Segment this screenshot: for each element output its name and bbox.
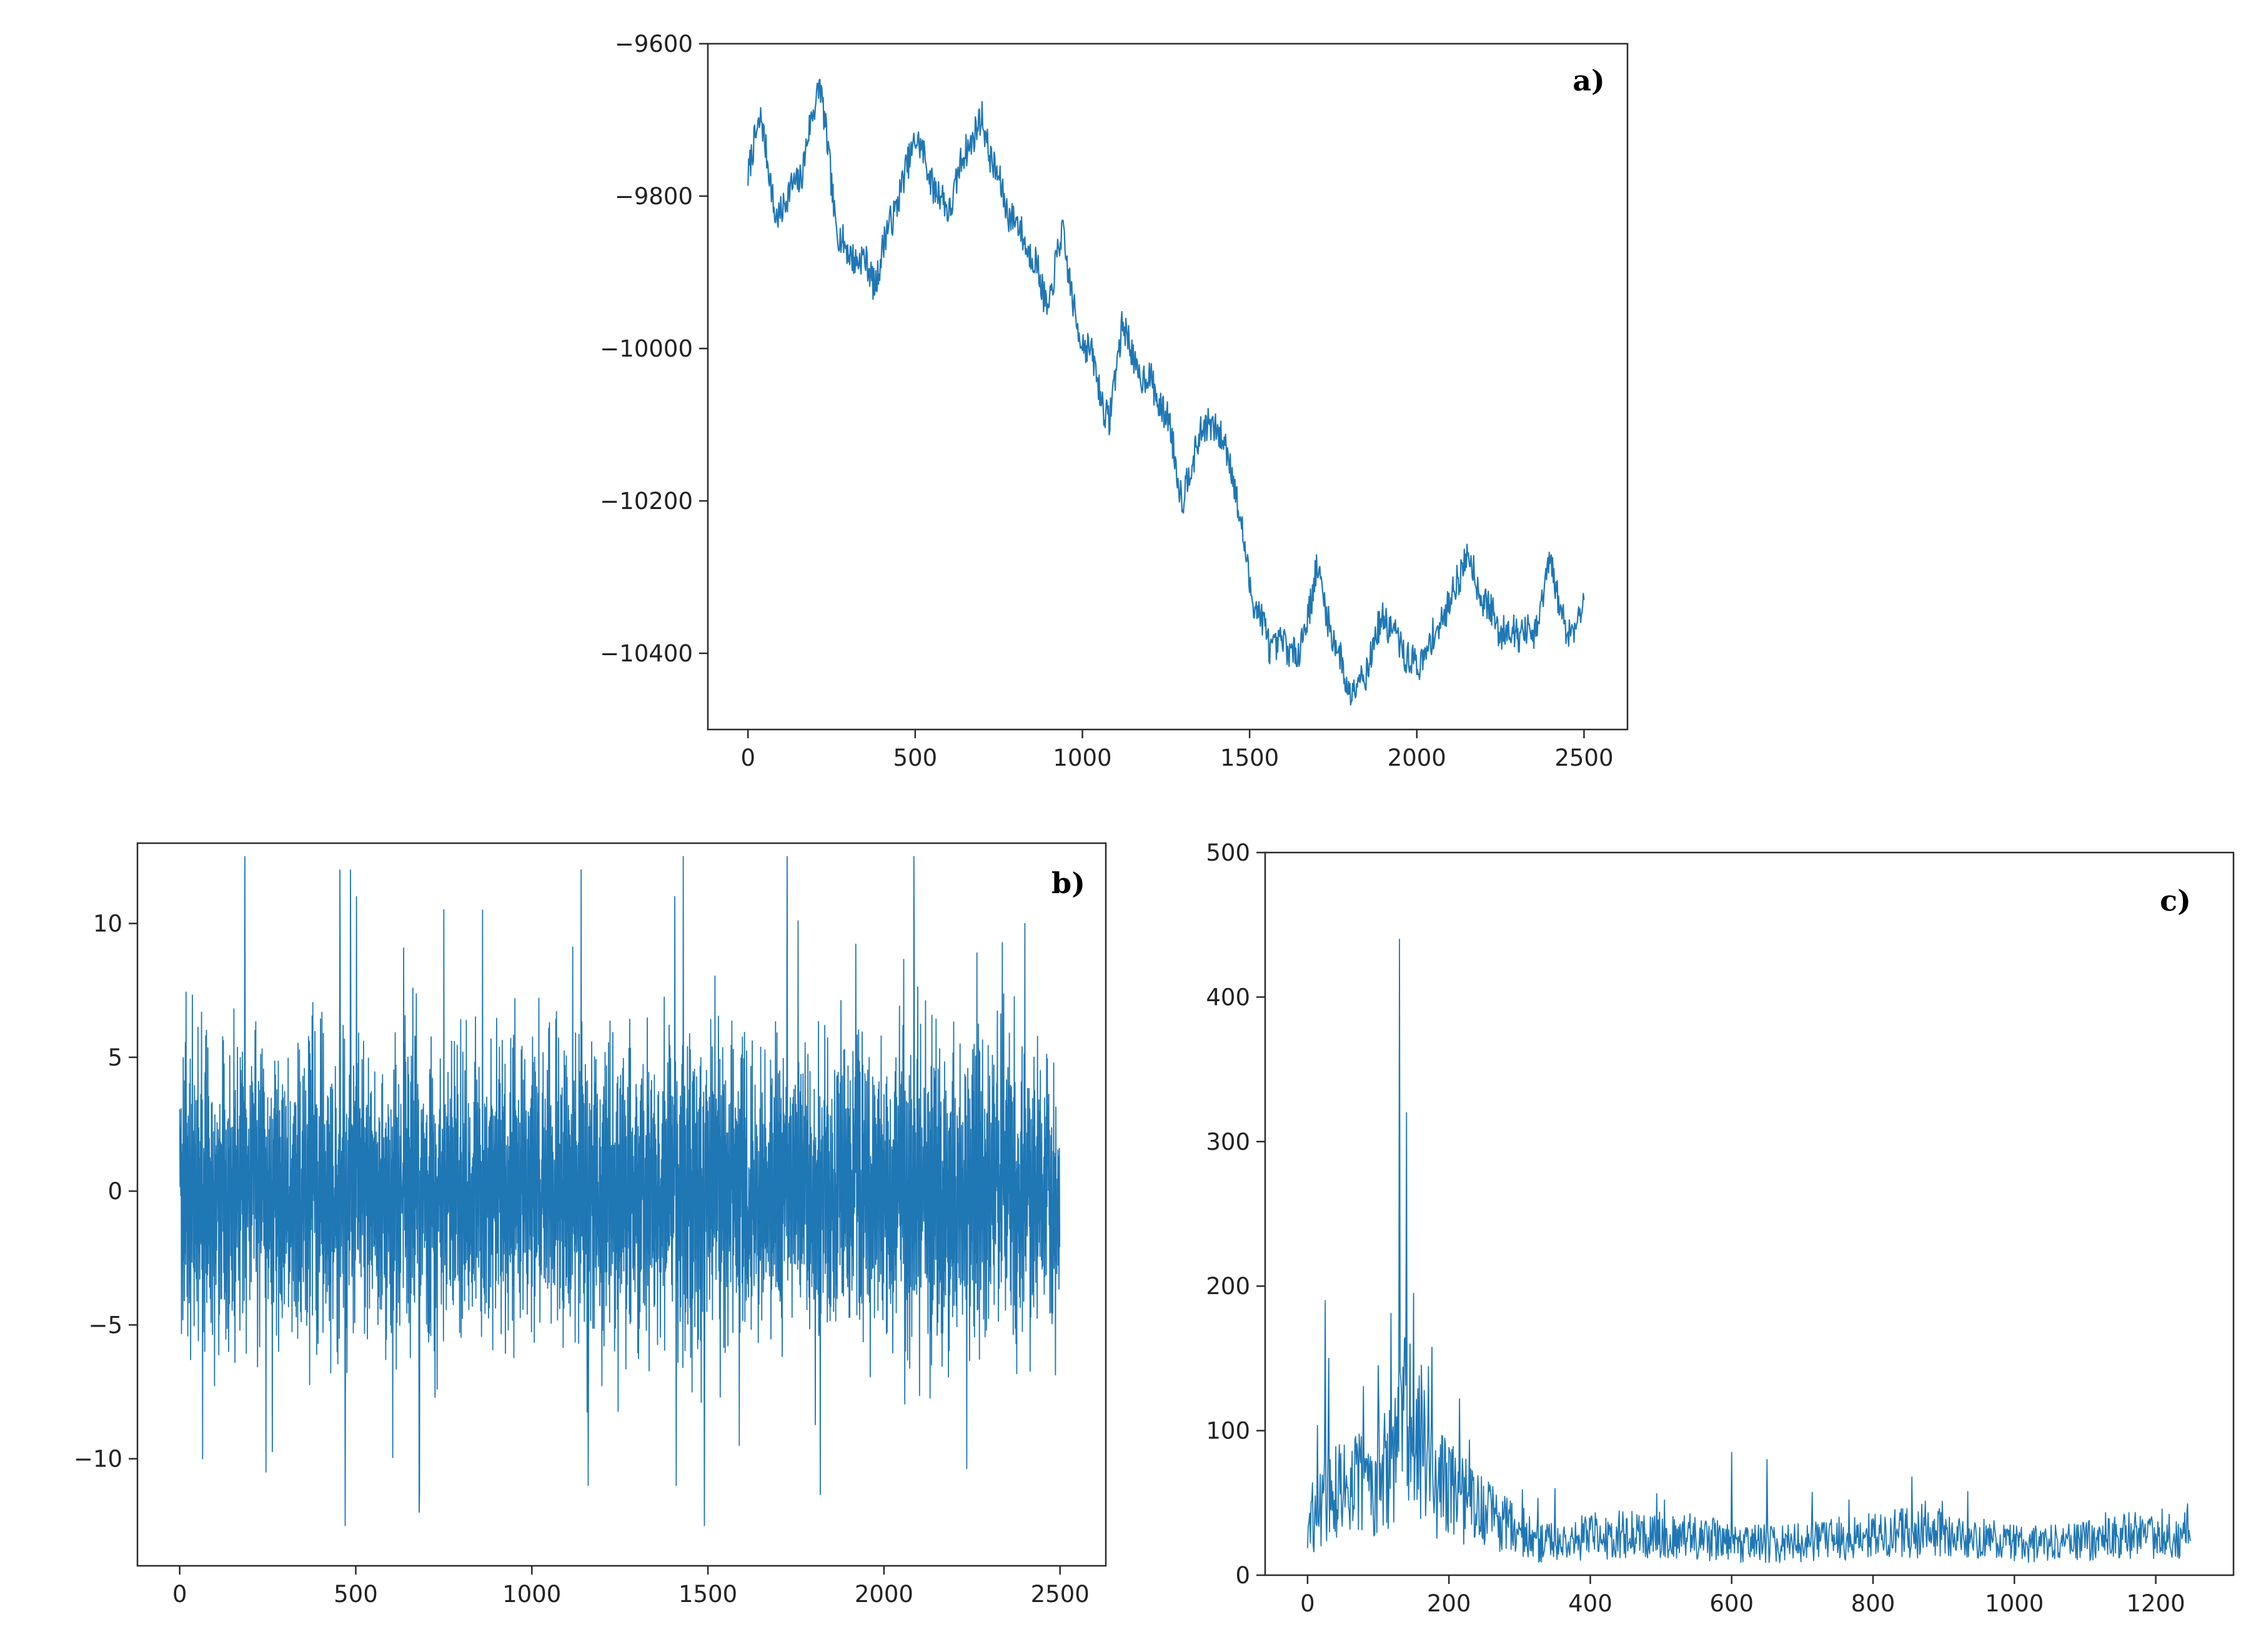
x-tick-label: 2500 [1554,744,1613,771]
y-tick-label: −10200 [600,488,693,515]
panel-label: c) [2160,884,2191,918]
plot-frame [1264,851,2235,1576]
x-tick-label: 2000 [1388,744,1446,771]
x-tick-label: 500 [334,1581,378,1608]
y-tick-label: −10400 [600,640,693,667]
plot-frame [136,842,1107,1567]
y-tick-label: −10 [74,1446,122,1473]
x-tick-label: 1000 [1053,744,1111,771]
x-tick-label: 0 [740,744,755,771]
series-line [179,856,1061,1526]
y-tick-label: −5 [88,1312,122,1338]
x-tick-label: 800 [1851,1590,1896,1617]
x-tick-label: 400 [1568,1590,1613,1617]
y-tick-label: 10 [93,911,122,937]
plot-frame [707,42,1629,731]
y-tick-label: −10000 [600,335,693,362]
chart-panel-b: 0 500 1000 1500 2000 2500 10 5 0 −5 −10 b) [74,842,1107,1608]
chart-panel-a: 0 500 1000 1500 2000 2500 −9600 −9800 −10000 −102… [600,31,1629,771]
y-tick-label: 0 [1235,1562,1250,1589]
panel-label: b) [1051,866,1085,900]
y-tick-label: −9600 [615,31,693,57]
x-tick-label: 1500 [1220,744,1279,771]
y-tick-label: 400 [1206,984,1250,1011]
x-tick-label: 1200 [2126,1590,2185,1617]
x-tick-label: 600 [1709,1590,1754,1617]
x-tick-label: 500 [893,744,938,771]
y-tick-label: −9800 [615,183,693,210]
y-tick-label: 300 [1206,1129,1250,1155]
y-tick-label: 500 [1206,839,1250,866]
y-tick-label: 200 [1206,1273,1250,1300]
x-tick-label: 1000 [502,1581,561,1608]
y-tick-label: 5 [107,1044,122,1071]
series-line [1307,938,2191,1563]
x-tick-label: 2500 [1031,1581,1090,1608]
x-tick-label: 200 [1427,1590,1471,1617]
y-tick-label: 0 [107,1178,122,1205]
panel-label: a) [1573,64,1605,97]
x-tick-label: 0 [172,1581,187,1608]
x-tick-label: 2000 [855,1581,913,1608]
x-tick-label: 0 [1300,1590,1315,1617]
x-tick-label: 1500 [678,1581,737,1608]
series-line [747,79,1585,706]
y-tick-label: 100 [1206,1418,1250,1445]
x-tick-label: 1000 [1985,1590,2044,1617]
